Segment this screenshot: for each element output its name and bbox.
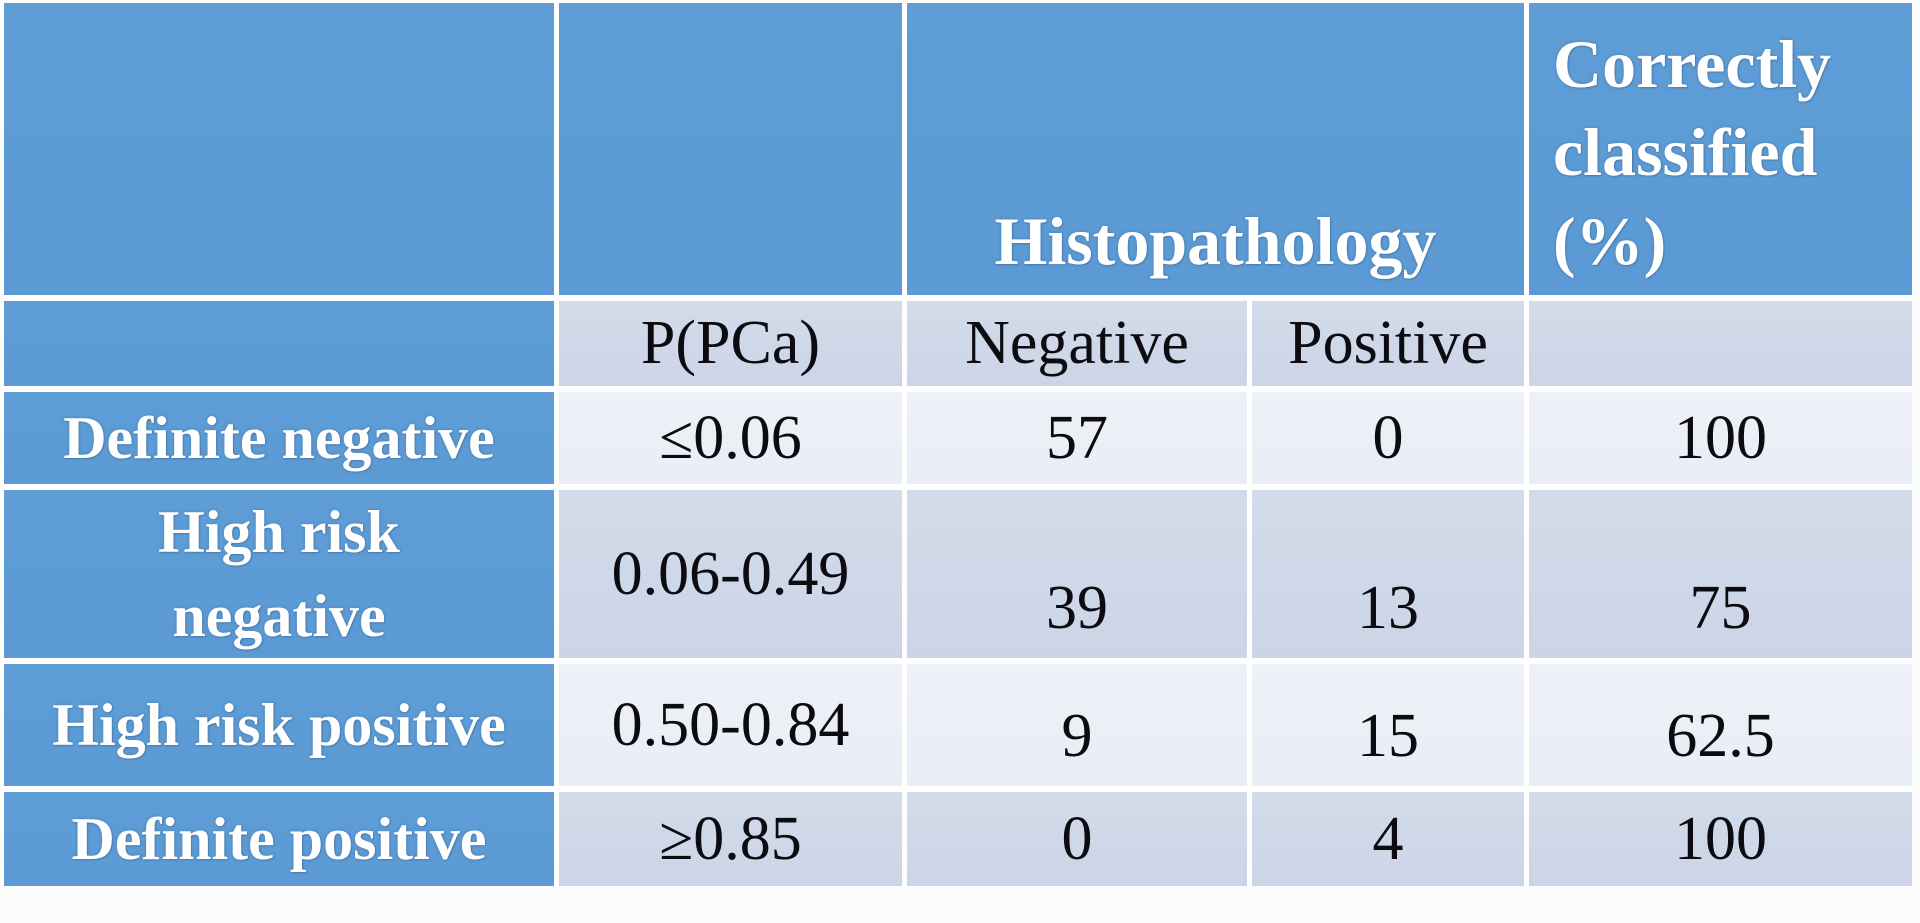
header-empty-cell-labels [4,3,554,295]
ppca-value: ≤0.06 [659,403,802,472]
cell-positive: 0 [1252,392,1524,484]
cell-negative: 57 [907,392,1247,484]
ppca-value: ≥0.85 [659,804,802,873]
header-empty-cell-ppca [559,3,902,295]
row-label-cell: High risk negative [4,490,554,658]
row-label: Definite positive [71,806,487,872]
negative-value: 57 [1046,403,1108,472]
correctly-classified-value: 62.5 [1666,701,1775,770]
risk-classification-table: Histopathology Correctly classified (%) … [4,3,1912,886]
row-label-cell: High risk positive [4,664,554,786]
positive-value: 13 [1357,573,1419,642]
subheader-empty-cell-correct [1529,301,1912,386]
row-label: High risk negative [158,499,400,649]
negative-value: 0 [1061,804,1093,873]
positive-value: 15 [1357,701,1419,770]
cell-negative: 9 [907,664,1247,786]
positive-value: 4 [1372,804,1404,873]
cell-positive: 4 [1252,792,1524,886]
negative-value: 39 [1046,573,1108,642]
histopathology-header-label: Histopathology [994,202,1437,279]
cell-negative: 0 [907,792,1247,886]
correctly-classified-value: 100 [1674,403,1767,472]
cell-ppca: ≤0.06 [559,392,902,484]
correctly-classified-header-label: Correctly classified (%) [1553,25,1832,279]
ppca-column-header: P(PCa) [640,309,821,378]
cell-ppca: ≥0.85 [559,792,902,886]
cell-correctly-classified: 100 [1529,792,1912,886]
subheader-cell-ppca: P(PCa) [559,301,902,386]
ppca-value: 0.50-0.84 [611,690,850,759]
header-cell-correctly-classified: Correctly classified (%) [1529,3,1912,295]
negative-value: 9 [1061,701,1093,770]
positive-value: 0 [1372,403,1404,472]
cell-correctly-classified: 100 [1529,392,1912,484]
row-label-cell: Definite positive [4,792,554,886]
cell-positive: 13 [1252,490,1524,658]
cell-ppca: 0.06-0.49 [559,490,902,658]
correctly-classified-value: 75 [1689,573,1752,642]
cell-ppca: 0.50-0.84 [559,664,902,786]
negative-column-header: Negative [965,309,1189,378]
header-cell-histopathology: Histopathology [907,3,1524,295]
cell-negative: 39 [907,490,1247,658]
row-label: High risk positive [52,692,506,758]
cell-correctly-classified: 62.5 [1529,664,1912,786]
subheader-empty-cell [4,301,554,386]
row-label-cell: Definite negative [4,392,554,484]
ppca-value: 0.06-0.49 [611,539,850,608]
positive-column-header: Positive [1288,309,1488,378]
cell-correctly-classified: 75 [1529,490,1912,658]
subheader-cell-positive: Positive [1252,301,1524,386]
row-label: Definite negative [63,405,495,471]
correctly-classified-value: 100 [1674,804,1767,873]
cell-positive: 15 [1252,664,1524,786]
subheader-cell-negative: Negative [907,301,1247,386]
